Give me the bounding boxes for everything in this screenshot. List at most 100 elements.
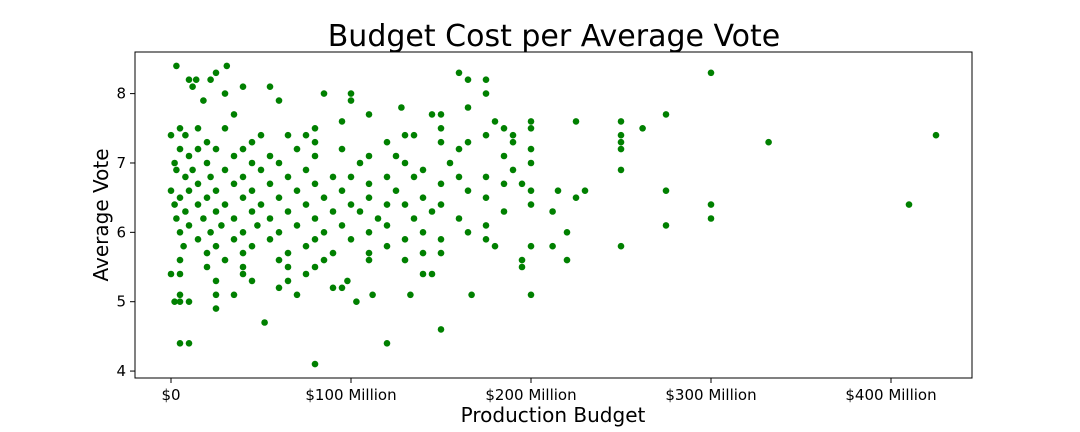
data-point	[180, 242, 187, 250]
data-point	[410, 173, 418, 181]
data-point	[383, 201, 391, 208]
data-point	[549, 242, 556, 250]
data-point	[437, 138, 445, 146]
data-point	[410, 215, 418, 222]
data-point	[182, 208, 189, 215]
data-point	[176, 256, 184, 264]
data-point	[356, 159, 364, 167]
data-point	[446, 159, 454, 167]
x-tick-label: $300 Million	[665, 386, 756, 404]
data-point	[419, 249, 427, 257]
data-point	[563, 256, 571, 264]
data-point	[239, 194, 247, 201]
data-point	[338, 118, 346, 125]
data-point	[189, 83, 196, 90]
data-point	[639, 125, 646, 132]
data-point	[239, 145, 247, 153]
data-point	[365, 152, 373, 160]
data-point	[500, 208, 508, 215]
data-point	[320, 194, 328, 201]
data-point	[482, 173, 490, 181]
points-layer	[167, 62, 940, 368]
data-point	[392, 187, 400, 194]
data-point	[329, 284, 337, 292]
x-tick-label: $200 Million	[485, 386, 576, 404]
data-point	[455, 215, 463, 222]
data-point	[401, 131, 409, 139]
data-point	[311, 236, 319, 243]
data-point	[518, 256, 526, 264]
y-tick-label: 6	[116, 223, 126, 241]
data-point	[401, 256, 409, 264]
data-point	[185, 222, 193, 229]
data-point	[410, 131, 418, 139]
data-point	[266, 180, 274, 188]
data-point	[212, 305, 220, 312]
data-point	[257, 201, 265, 208]
data-point	[527, 125, 535, 132]
data-point	[176, 125, 184, 132]
data-point	[338, 284, 346, 292]
data-point	[311, 152, 319, 160]
data-point	[617, 118, 625, 125]
data-point	[182, 131, 189, 139]
data-point	[248, 242, 256, 250]
data-point	[320, 90, 328, 97]
data-point	[275, 194, 283, 201]
data-point	[365, 256, 373, 264]
data-point	[356, 208, 364, 215]
data-point	[419, 194, 427, 201]
data-point	[338, 222, 346, 229]
data-point	[482, 76, 490, 83]
data-point	[482, 131, 490, 139]
data-point	[401, 201, 409, 208]
data-point	[500, 152, 508, 160]
data-point	[194, 236, 202, 243]
data-point	[275, 97, 283, 104]
data-point	[266, 236, 274, 243]
plot-frame	[134, 51, 973, 379]
data-point	[365, 180, 373, 188]
data-point	[437, 249, 445, 257]
data-point	[344, 277, 351, 285]
data-point	[428, 208, 436, 215]
data-point	[527, 187, 535, 194]
data-point	[311, 125, 319, 132]
data-point	[392, 152, 400, 160]
data-point	[311, 215, 319, 222]
data-point	[500, 125, 508, 132]
data-point	[185, 340, 193, 347]
data-point	[200, 97, 207, 104]
data-point	[182, 173, 189, 181]
data-point	[248, 138, 256, 146]
data-point	[338, 145, 346, 153]
data-point	[302, 166, 310, 174]
data-point	[437, 125, 445, 132]
data-point	[437, 180, 445, 188]
data-point	[347, 173, 355, 181]
data-point	[261, 319, 268, 326]
x-axis-label: Production Budget	[461, 403, 646, 427]
data-point	[212, 69, 220, 77]
data-point	[176, 229, 184, 236]
data-point	[347, 201, 355, 208]
data-point	[707, 201, 715, 208]
data-point	[223, 62, 231, 70]
data-point	[320, 256, 328, 264]
data-point	[311, 263, 319, 271]
data-point	[662, 111, 670, 118]
data-point	[518, 180, 526, 188]
data-point	[221, 256, 229, 264]
data-point	[171, 298, 178, 306]
data-point	[266, 152, 274, 160]
data-point	[257, 166, 265, 174]
data-point	[239, 83, 247, 90]
data-point	[266, 215, 274, 222]
data-point	[464, 76, 472, 83]
data-point	[509, 131, 517, 139]
data-point	[248, 187, 256, 194]
data-point	[293, 145, 301, 153]
data-point	[167, 187, 175, 194]
data-point	[347, 97, 355, 104]
data-point	[383, 340, 391, 347]
